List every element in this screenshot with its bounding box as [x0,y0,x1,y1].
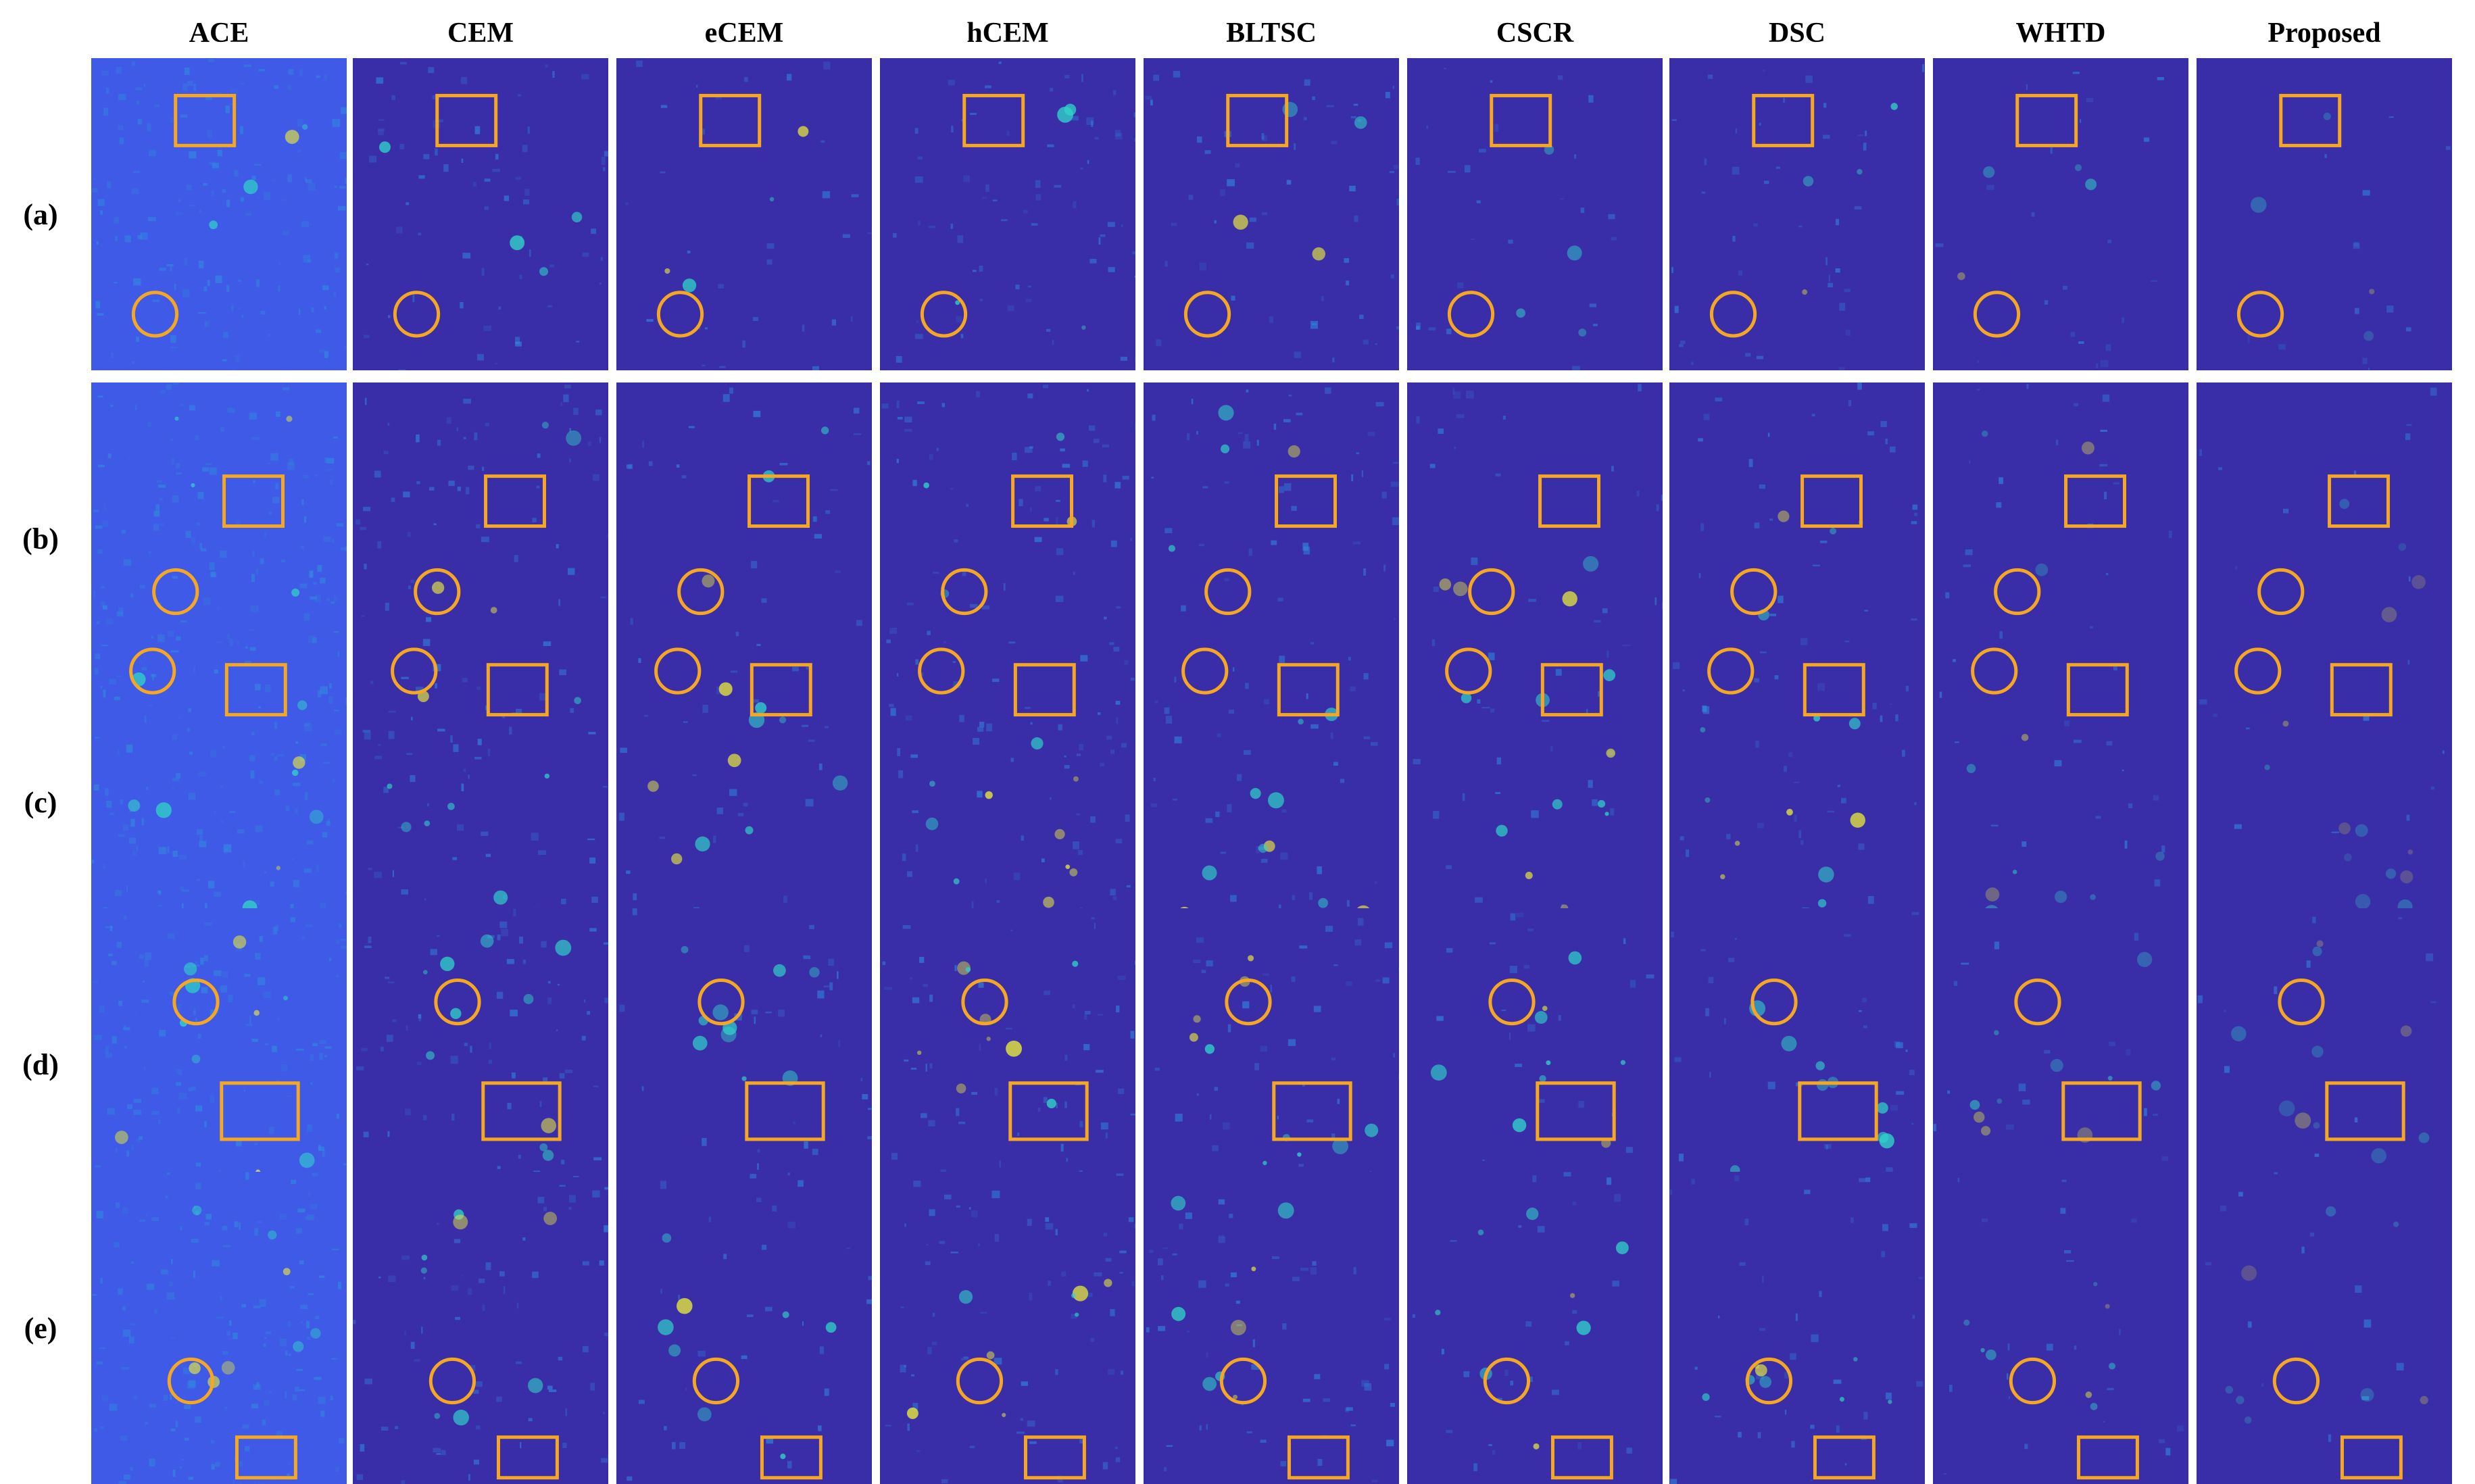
row-label-a: (a) [0,58,81,370]
column-header-ecem: eCEM [616,9,872,57]
detection-map-cem-row-a [353,58,608,370]
detection-map-proposed-row-e [2197,1172,2452,1484]
detection-map-bltsc-row-a [1144,58,1399,370]
row-label-e: (e) [0,1172,81,1484]
detection-map-dsc-row-e [1669,1172,1925,1484]
detection-map-ecem-row-e [616,1172,872,1484]
column-header-cscr: CSCR [1407,9,1663,57]
column-header-hcem: hCEM [880,9,1135,57]
detection-map-whtd-row-e [1933,1172,2188,1484]
detection-map-hcem-row-e [880,1172,1135,1484]
detection-map-bltsc-row-e [1144,1172,1399,1484]
detection-map-cem-row-e [353,1172,608,1484]
detection-map-cscr-row-a [1407,58,1663,370]
detection-map-whtd-row-a [1933,58,2188,370]
column-header-bltsc: BLTSC [1144,9,1399,57]
column-header-cem: CEM [353,9,608,57]
column-header-proposed: Proposed [2197,9,2452,57]
column-header-whtd: WHTD [1933,9,2188,57]
column-header-ace: ACE [91,9,347,57]
column-header-dsc: DSC [1669,9,1925,57]
detection-map-ecem-row-a [616,58,872,370]
detection-map-ace-row-e [91,1172,347,1484]
detection-map-proposed-row-a [2197,58,2452,370]
detection-map-hcem-row-a [880,58,1135,370]
detection-map-dsc-row-a [1669,58,1925,370]
detection-map-ace-row-a [91,58,347,370]
detection-map-cscr-row-e [1407,1172,1663,1484]
